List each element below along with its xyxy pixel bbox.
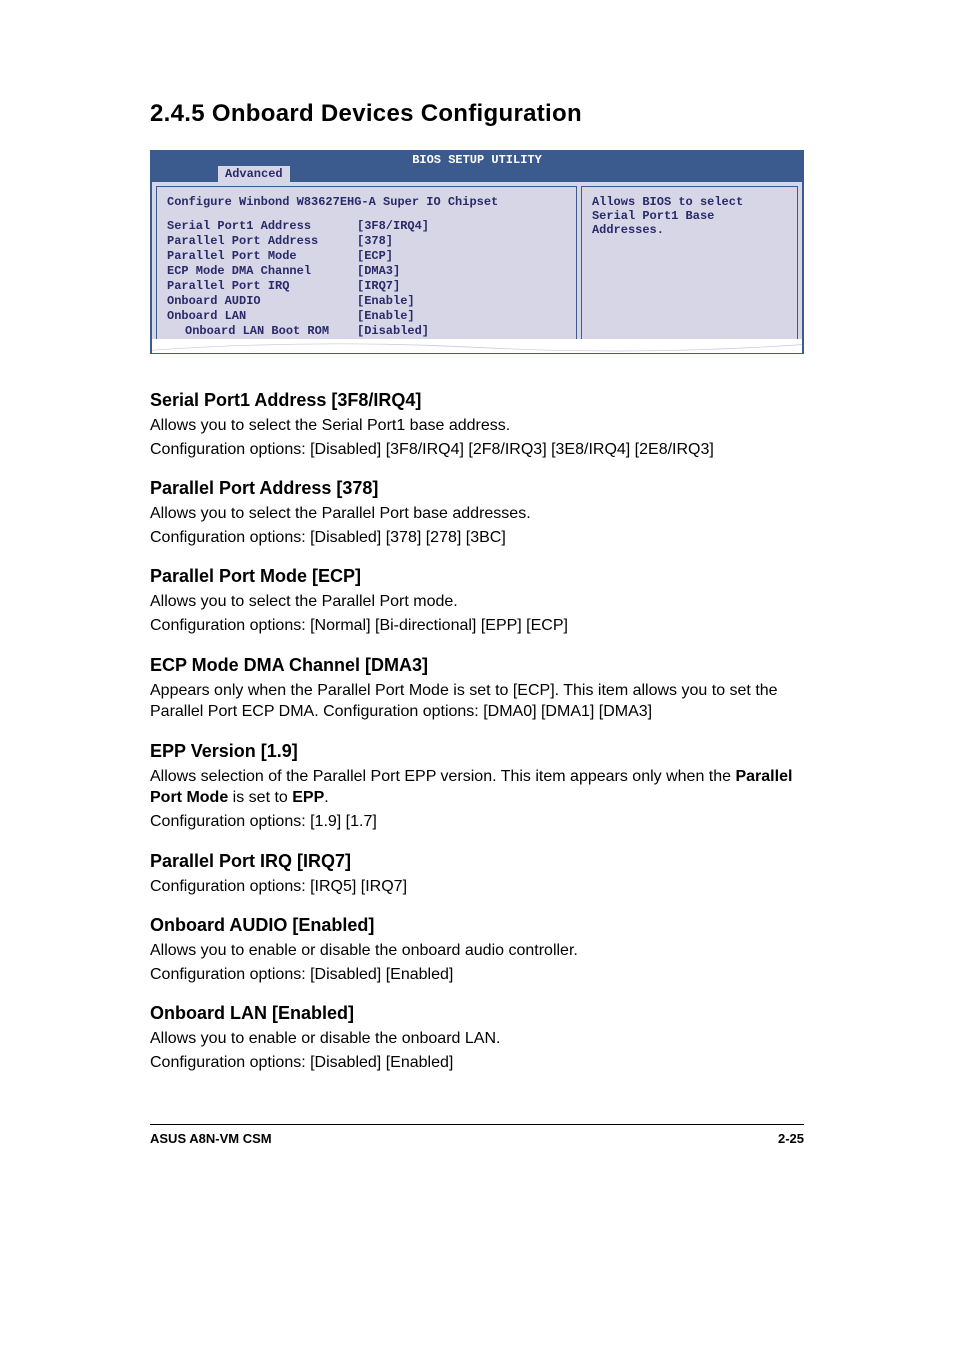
section-paragraph: Configuration options: [Disabled] [Enabl…: [150, 1052, 804, 1074]
bios-title: BIOS SETUP UTILITY: [412, 153, 542, 167]
footer-page-number: 2-25: [778, 1131, 804, 1146]
bios-setting-row[interactable]: Parallel Port Mode[ECP]: [167, 249, 566, 264]
bios-help-panel: Allows BIOS to select Serial Port1 Base …: [581, 186, 798, 348]
bios-setting-row[interactable]: Parallel Port Address[378]: [167, 234, 566, 249]
bios-left-panel: Configure Winbond W83627EHG-A Super IO C…: [156, 186, 577, 348]
bios-setting-label: Serial Port1 Address: [167, 219, 357, 234]
section-paragraph: Allows selection of the Parallel Port EP…: [150, 766, 804, 809]
bold-term: Parallel Port Mode: [150, 768, 792, 807]
section-heading: Onboard LAN [Enabled]: [150, 1003, 804, 1024]
section-paragraph: Configuration options: [1.9] [1.7]: [150, 811, 804, 833]
bios-titlebar: BIOS SETUP UTILITY Advanced: [152, 152, 802, 182]
bios-setting-row[interactable]: Onboard LAN[Enable]: [167, 309, 566, 324]
bios-body: Configure Winbond W83627EHG-A Super IO C…: [152, 182, 802, 352]
bios-setting-value: [378]: [357, 234, 393, 249]
bios-setting-label: ECP Mode DMA Channel: [167, 264, 357, 279]
bios-setting-label: Parallel Port Mode: [167, 249, 357, 264]
bios-tab-advanced[interactable]: Advanced: [218, 166, 290, 182]
section-paragraph: Configuration options: [Disabled] [378] …: [150, 527, 804, 549]
section-heading: EPP Version [1.9]: [150, 741, 804, 762]
bios-setting-row[interactable]: Parallel Port IRQ[IRQ7]: [167, 279, 566, 294]
bios-setting-label: Onboard LAN Boot ROM: [167, 324, 357, 339]
footer-product: ASUS A8N-VM CSM: [150, 1131, 272, 1146]
section-heading: Parallel Port Mode [ECP]: [150, 566, 804, 587]
bios-setting-label: Parallel Port IRQ: [167, 279, 357, 294]
section-paragraph: Allows you to select the Serial Port1 ba…: [150, 415, 804, 437]
section-paragraph: Allows you to enable or disable the onbo…: [150, 1028, 804, 1050]
bios-setting-row[interactable]: Serial Port1 Address[3F8/IRQ4]: [167, 219, 566, 234]
section-paragraph: Allows you to select the Parallel Port b…: [150, 503, 804, 525]
section-paragraph: Configuration options: [IRQ5] [IRQ7]: [150, 876, 804, 898]
bios-setting-row[interactable]: ECP Mode DMA Channel[DMA3]: [167, 264, 566, 279]
bios-setting-row[interactable]: Onboard LAN Boot ROM[Disabled]: [167, 324, 566, 339]
section-heading: Serial Port1 Address [3F8/IRQ4]: [150, 390, 804, 411]
page-heading: 2.4.5 Onboard Devices Configuration: [150, 100, 804, 128]
bios-page-curl: [152, 339, 802, 353]
bios-setting-value: [DMA3]: [357, 264, 400, 279]
bios-setting-value: [ECP]: [357, 249, 393, 264]
section-heading: Parallel Port Address [378]: [150, 478, 804, 499]
section-paragraph: Configuration options: [Normal] [Bi-dire…: [150, 615, 804, 637]
section-paragraph: Allows you to select the Parallel Port m…: [150, 591, 804, 613]
bios-left-heading: Configure Winbond W83627EHG-A Super IO C…: [167, 195, 566, 209]
page-footer: ASUS A8N-VM CSM 2-25: [150, 1124, 804, 1146]
bios-setting-value: [Enable]: [357, 294, 415, 309]
bios-setting-label: Onboard AUDIO: [167, 294, 357, 309]
bios-setting-value: [Enable]: [357, 309, 415, 324]
bios-window: BIOS SETUP UTILITY Advanced Configure Wi…: [150, 150, 804, 354]
bios-setting-value: [IRQ7]: [357, 279, 400, 294]
section-paragraph: Configuration options: [Disabled] [Enabl…: [150, 964, 804, 986]
section-heading: Parallel Port IRQ [IRQ7]: [150, 851, 804, 872]
bios-setting-value: [3F8/IRQ4]: [357, 219, 429, 234]
bios-setting-label: Parallel Port Address: [167, 234, 357, 249]
bios-setting-row[interactable]: Onboard AUDIO[Enable]: [167, 294, 566, 309]
bios-setting-label: Onboard LAN: [167, 309, 357, 324]
section-paragraph: Configuration options: [Disabled] [3F8/I…: [150, 439, 804, 461]
bold-term: EPP: [292, 789, 324, 806]
section-paragraph: Allows you to enable or disable the onbo…: [150, 940, 804, 962]
bios-setting-value: [Disabled]: [357, 324, 429, 339]
section-heading: Onboard AUDIO [Enabled]: [150, 915, 804, 936]
section-heading: ECP Mode DMA Channel [DMA3]: [150, 655, 804, 676]
section-paragraph: Appears only when the Parallel Port Mode…: [150, 680, 804, 723]
